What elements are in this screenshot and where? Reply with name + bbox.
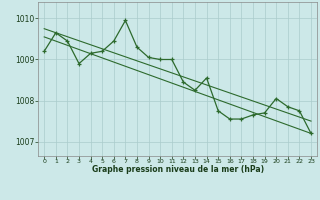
- X-axis label: Graphe pression niveau de la mer (hPa): Graphe pression niveau de la mer (hPa): [92, 165, 264, 174]
